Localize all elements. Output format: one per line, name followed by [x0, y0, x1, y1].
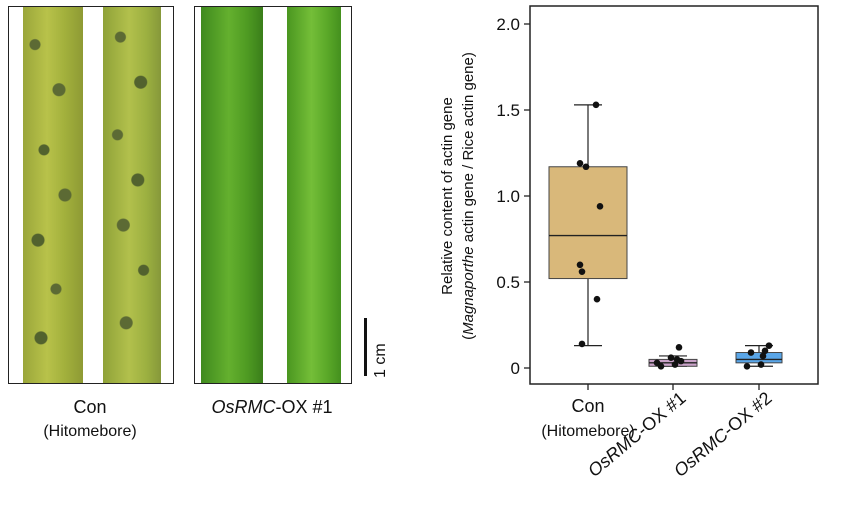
data-point: [765, 342, 773, 349]
box-iqr: [735, 352, 783, 364]
data-point: [675, 344, 683, 351]
x-label-con: Con: [571, 396, 604, 416]
y-axis-label-open-paren: (: [460, 335, 477, 340]
data-point: [578, 268, 586, 275]
data-point: [593, 295, 601, 303]
y-axis-label-line1: Relative content of actin gene: [439, 97, 456, 295]
data-point: [596, 203, 604, 210]
y-tick-label: 1.0: [496, 187, 520, 206]
data-point: [592, 101, 600, 109]
y-tick-label: 0: [511, 359, 520, 378]
y-axis-label-rest: actin gene / Rice actin gene): [460, 52, 477, 246]
data-point: [576, 261, 584, 269]
plot-frame: [529, 5, 819, 385]
y-axis-label-italic: Magnaporthe: [460, 246, 477, 334]
y-tick-label: 1.5: [496, 101, 520, 120]
leaf-photo-ox1: [194, 6, 352, 384]
leaf-ox1-a: [201, 7, 263, 383]
data-point: [576, 160, 584, 167]
leaf-control-a: [23, 7, 83, 383]
data-point: [757, 361, 765, 368]
y-tick-label: 2.0: [496, 15, 520, 34]
leaf-subcaption-control: (Hitomebore): [43, 423, 137, 440]
data-point: [759, 352, 767, 360]
data-point: [671, 361, 679, 368]
y-axis-label-line2: (Magnaporthe actin gene / Rice actin gen…: [460, 52, 477, 340]
leaf-caption-ox1-italic: OsRMC: [211, 397, 276, 417]
data-point: [582, 163, 590, 171]
x-sublabel-con: (Hitomebore): [541, 423, 634, 440]
leaf-control-b: [103, 7, 161, 383]
data-point: [743, 362, 751, 370]
box-iqr: [548, 166, 628, 280]
leaf-caption-ox1-suffix: -OX #1: [275, 397, 333, 417]
data-point: [578, 340, 586, 348]
x-label-italic: OsRMC: [670, 424, 733, 481]
scale-bar: [364, 318, 367, 376]
leaf-ox1-b: [287, 7, 341, 383]
data-point: [657, 362, 665, 370]
x-label-suffix: -OX #2: [719, 388, 776, 440]
y-tick-label: 0.5: [496, 273, 520, 292]
data-point: [761, 347, 769, 355]
data-point: [667, 354, 675, 361]
data-point: [747, 349, 755, 356]
leaf-caption-ox1: OsRMC-OX #1: [194, 397, 350, 418]
leaf-photo-control: [8, 6, 174, 384]
leaf-caption-control: Con: [73, 397, 107, 417]
x-label-suffix: -OX #1: [633, 388, 690, 440]
data-point: [677, 357, 685, 365]
